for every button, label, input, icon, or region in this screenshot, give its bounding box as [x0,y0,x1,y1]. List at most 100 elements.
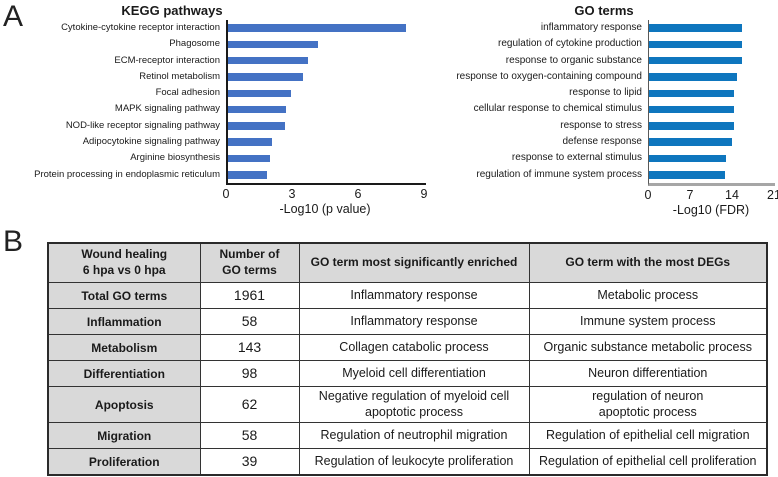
table-row: Migration 58 Regulation of neutrophil migr… [47,422,768,450]
category-labels: inflammatory response regulation of cytok… [430,20,648,186]
x-axis-ticks: 0 7 14 21 [644,186,778,203]
table-row: Differentiation 98 Myeloid cell differenti… [47,360,768,387]
table-header-cell: GO term most significantly enriched [298,242,530,283]
table-cell: 58 [199,308,300,335]
table-cell: 98 [199,360,300,387]
table-cell: Organic substance metabolic process [528,334,768,361]
row-header-cell: Metabolism [47,334,201,361]
bar [228,56,309,65]
x-tick-label: 9 [420,186,428,201]
x-tick-label: 6 [354,186,362,201]
category-label: response to external stimulus [511,152,642,164]
bar [649,40,742,49]
panel-a-label: A [3,0,24,33]
bar-track [228,118,426,134]
bar [649,89,734,98]
category-label: Retinol metabolism [139,70,220,82]
table-cell: 62 [199,385,300,424]
table-row: Apoptosis 62 Negative regulation of myeloi… [47,385,768,424]
table-header-cell: Number of GO terms [199,242,300,283]
panel-b-label: B [3,225,24,258]
bars-area [226,20,426,185]
category-label: Protein processing in endoplasmic reticu… [34,168,220,180]
category-label: inflammatory response [540,22,642,33]
table-row: Total GO terms 1961 Inflammatory response M… [47,282,768,309]
chart-title: KEGG pathways [121,3,223,18]
row-header-cell: Proliferation [47,448,201,476]
bar-track [228,53,426,69]
table-cell: Regulation of neutrophil migration [298,422,530,450]
category-label: ECM-receptor interaction [114,54,220,66]
bar [649,154,726,163]
category-label: response to organic substance [505,54,642,66]
bar [228,171,267,179]
row-header-cell: Total GO terms [47,282,201,309]
bar [649,138,733,146]
bar [228,154,270,163]
bar-track [649,36,775,52]
bar [228,122,286,130]
category-label: response to oxygen-containing compound [456,70,642,82]
table-header-cell: Wound healing 6 hpa vs 0 hpa [47,242,201,283]
bars-area [648,20,775,186]
bar [228,40,319,49]
row-header-cell: Migration [47,422,201,450]
table-cell: Regulation of epithelial cell proliferat… [528,448,768,476]
x-axis-ticks: 0 3 6 9 [222,185,428,202]
bar [649,105,735,114]
category-label: Phagosome [169,38,220,50]
bar [649,171,726,179]
row-header-cell: Inflammation [47,308,201,335]
table-cell: regulation of neuron apoptotic process [528,385,768,424]
bar [649,122,734,130]
table-cell: Immune system process [528,308,768,335]
chart-plot-area: Cytokine-cytokine receptor interaction Ph… [30,20,430,185]
bar-track [649,85,775,101]
table-cell: 58 [199,422,300,450]
category-label: cellular response to chemical stimulus [473,103,642,115]
table-row: Inflammation 58 Inflammatory response Immun… [47,308,768,335]
bar-track [228,20,426,36]
category-label: Adipocytokine signaling pathway [82,136,220,148]
x-tick-label: 0 [644,187,652,202]
bar [228,105,287,114]
category-label: defense response [562,136,642,148]
category-labels: Cytokine-cytokine receptor interaction Ph… [30,20,226,185]
row-header-cell: Differentiation [47,360,201,387]
table-cell: 1961 [199,282,300,309]
table-cell: Regulation of leukocyte proliferation [298,448,530,476]
table-header-row: Wound healing 6 hpa vs 0 hpa Number of GO… [47,242,768,283]
bar-track [649,118,775,134]
category-label: regulation of immune system process [476,168,642,180]
category-label: Focal adhesion [155,87,220,99]
bar-track [649,150,775,166]
table-cell: Myeloid cell differentiation [298,360,530,387]
table-cell: Negative regulation of myeloid cell apop… [298,385,530,424]
bar [228,138,272,146]
table-cell: 143 [199,334,300,361]
chart-title: GO terms [574,3,634,18]
category-label: Arginine biosynthesis [130,152,220,164]
bar-track [228,150,426,166]
bar [228,89,291,98]
category-label: MAPK signaling pathway [114,103,220,115]
bar-track [228,85,426,101]
x-axis-title: -Log10 (p value) [279,201,371,216]
bar-track [228,36,426,52]
category-label: response to stress [560,119,642,131]
category-label: response to lipid [569,87,642,99]
table-cell: Regulation of epithelial cell migration [528,422,768,450]
chart-plot-area: inflammatory response regulation of cytok… [430,20,778,186]
category-label: regulation of cytokine production [498,38,642,50]
bar-track [649,101,775,117]
go-summary-table: Wound healing 6 hpa vs 0 hpa Number of GO… [47,242,768,476]
bar-track [649,20,775,36]
category-label: NOD-like receptor signaling pathway [65,119,220,131]
bar [228,73,303,81]
bar [649,56,742,65]
x-axis-title: -Log10 (FDR) [672,202,750,217]
table-cell: Metabolic process [528,282,768,309]
x-tick-label: 0 [222,186,230,201]
bar-track [649,53,775,69]
